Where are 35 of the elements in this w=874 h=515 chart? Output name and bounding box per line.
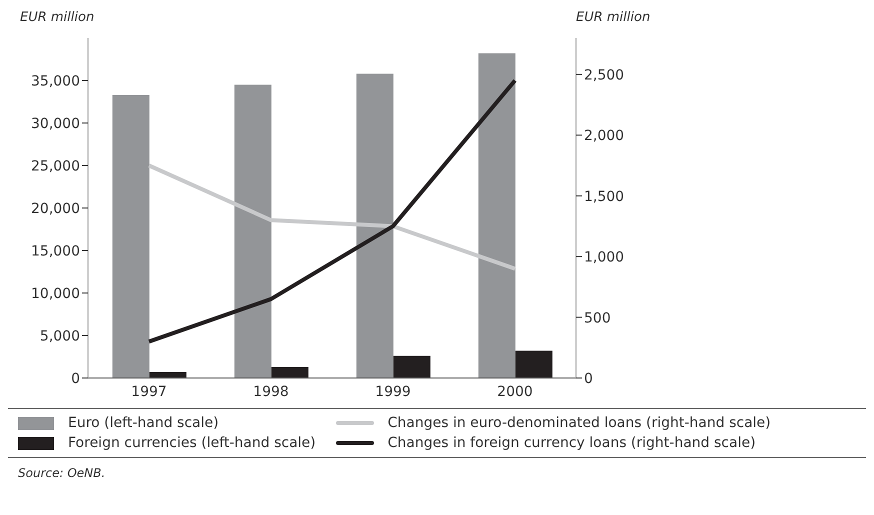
source-note: Source: OeNB. (18, 466, 106, 480)
bar (478, 53, 516, 378)
bar (271, 366, 308, 378)
x-tick-label: 1999 (375, 384, 411, 400)
y-tick-label: 10,000 (31, 286, 80, 302)
y2-tick-label: 2,500 (584, 67, 624, 84)
legend-label: Changes in foreign currency loans (right-hand scale) (388, 435, 756, 451)
bar (393, 356, 430, 378)
y2-tick-label: 1,000 (584, 250, 624, 266)
legend-label: Euro (left-hand scale) (68, 415, 219, 431)
y2-tick-label: 0 (584, 370, 593, 387)
legend-label: Changes in euro-denominated loans (right-hand scale) (388, 415, 771, 431)
x-tick-label: 1997 (131, 384, 167, 400)
legend-label: Foreign currencies (left-hand scale) (68, 435, 316, 451)
bar (234, 84, 272, 378)
bar (149, 372, 186, 378)
y2-tick-label: 1,500 (584, 188, 624, 205)
bar (112, 94, 150, 378)
y-tick-label: 20,000 (31, 200, 80, 217)
y2-tick-label: 500 (584, 310, 611, 326)
bar (515, 350, 552, 378)
x-tick-label: 1998 (253, 384, 289, 400)
line-series (147, 78, 517, 344)
y2-axis-title: EUR million (576, 10, 650, 25)
y-tick-label: 35,000 (31, 73, 80, 90)
y-tick-label: 5,000 (40, 328, 80, 344)
y-axis-title: EUR million (20, 10, 94, 25)
y-tick-label: 15,000 (31, 243, 80, 260)
y-tick-label: 0 (71, 370, 80, 387)
y2-tick-label: 2,000 (584, 128, 624, 144)
y-tick-label: 25,000 (31, 158, 80, 174)
line-series (147, 164, 517, 271)
y-tick-label: 30,000 (31, 116, 80, 132)
x-tick-label: 2000 (497, 384, 533, 400)
bar (356, 74, 394, 378)
